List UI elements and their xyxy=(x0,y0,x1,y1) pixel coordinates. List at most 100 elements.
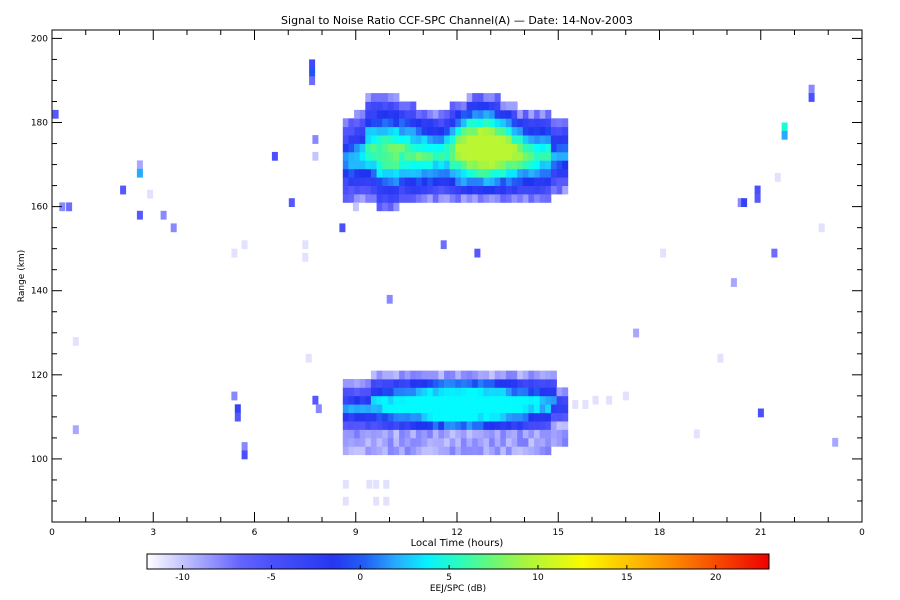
heatmap-cell xyxy=(460,135,467,144)
heatmap-cell xyxy=(511,370,518,380)
heatmap-cell xyxy=(550,143,557,153)
heatmap-cell xyxy=(545,194,552,203)
heatmap-cell xyxy=(489,446,496,456)
heatmap-cell xyxy=(466,379,473,388)
heatmap-cell xyxy=(359,177,366,186)
heatmap-cell xyxy=(505,143,512,153)
heatmap-cell xyxy=(528,151,535,161)
heatmap-cell xyxy=(365,194,372,203)
heatmap-cell xyxy=(382,160,389,170)
heatmap-cell xyxy=(550,395,557,405)
heatmap-cell xyxy=(522,177,529,186)
heatmap-cell xyxy=(376,202,383,212)
heatmap-cell xyxy=(505,177,512,186)
heatmap-cell xyxy=(399,379,406,388)
heatmap-cell xyxy=(505,135,512,144)
heatmap-cell xyxy=(455,109,462,119)
heatmap-cell xyxy=(511,168,518,178)
heatmap-cell xyxy=(539,379,546,388)
heatmap-cell xyxy=(477,151,484,161)
heatmap-cell xyxy=(466,109,473,119)
heatmap-cell xyxy=(534,437,541,447)
heatmap-cell xyxy=(472,185,479,195)
heatmap-cell xyxy=(460,421,467,430)
heatmap-cell xyxy=(562,421,569,430)
heatmap-cell xyxy=(455,151,462,161)
x-tick-label: 6 xyxy=(252,528,258,538)
heatmap-cell xyxy=(455,370,462,380)
heatmap-cell xyxy=(472,395,479,405)
heatmap-cell xyxy=(387,109,394,119)
heatmap-point xyxy=(693,429,700,439)
heatmap-cell xyxy=(460,194,467,203)
heatmap-cell xyxy=(534,135,541,144)
heatmap-cell xyxy=(556,160,563,170)
heatmap-cell xyxy=(466,143,473,153)
heatmap-cell xyxy=(539,421,546,430)
heatmap-cell xyxy=(444,126,451,136)
heatmap-cell xyxy=(354,404,361,414)
heatmap-cell xyxy=(410,109,417,119)
heatmap-point xyxy=(241,442,248,451)
heatmap-cell xyxy=(466,370,473,380)
heatmap-cell xyxy=(404,177,411,186)
heatmap-cell xyxy=(505,160,512,170)
heatmap-cell xyxy=(438,395,445,405)
heatmap-cell xyxy=(534,168,541,178)
heatmap-cell xyxy=(505,379,512,388)
heatmap-cell xyxy=(376,404,383,414)
heatmap-point xyxy=(234,412,241,422)
heatmap-cell xyxy=(393,168,400,178)
heatmap-point xyxy=(309,67,316,77)
heatmap-cell xyxy=(483,421,490,430)
heatmap-cell xyxy=(500,194,507,203)
heatmap-cell xyxy=(438,135,445,144)
heatmap-cell xyxy=(393,194,400,203)
heatmap-cell xyxy=(539,143,546,153)
heatmap-cell xyxy=(550,379,557,388)
heatmap-cell xyxy=(393,185,400,195)
heatmap-cells xyxy=(52,59,839,506)
heatmap-cell xyxy=(494,126,501,136)
heatmap-point xyxy=(386,294,393,304)
heatmap-cell xyxy=(399,412,406,422)
heatmap-cell xyxy=(432,446,439,456)
heatmap-cell xyxy=(483,143,490,153)
heatmap-cell xyxy=(354,446,361,456)
heatmap-cell xyxy=(404,168,411,178)
heatmap-cell xyxy=(348,118,355,128)
heatmap-cell xyxy=(415,387,422,397)
heatmap-cell xyxy=(432,185,439,195)
heatmap-cell xyxy=(505,429,512,439)
heatmap-cell xyxy=(517,185,524,195)
heatmap-cell xyxy=(477,370,484,380)
heatmap-cell xyxy=(393,437,400,447)
heatmap-cell xyxy=(415,118,422,128)
heatmap-cell xyxy=(483,387,490,397)
heatmap-cell xyxy=(460,387,467,397)
heatmap-cell xyxy=(365,404,372,414)
heatmap-cell xyxy=(421,446,428,456)
heatmap-cell xyxy=(528,437,535,447)
heatmap-cell xyxy=(348,429,355,439)
heatmap-cell xyxy=(466,421,473,430)
heatmap-cell xyxy=(539,185,546,195)
heatmap-cell xyxy=(466,93,473,102)
heatmap-cell xyxy=(365,446,372,456)
colorbar-tick-label: 5 xyxy=(446,573,452,583)
heatmap-cell xyxy=(410,379,417,388)
heatmap-cell xyxy=(376,194,383,203)
heatmap-cell xyxy=(387,168,394,178)
heatmap-cell xyxy=(393,404,400,414)
heatmap-cell xyxy=(449,446,456,456)
heatmap-cell xyxy=(494,421,501,430)
heatmap-cell xyxy=(522,143,529,153)
colorbar-ticks: -10 -5 0 5 10 15 20 xyxy=(175,565,722,583)
heatmap-point xyxy=(72,337,79,346)
y-tick-label: 100 xyxy=(31,455,48,465)
heatmap-cell xyxy=(348,379,355,388)
heatmap-cell xyxy=(415,194,422,203)
heatmap-cell xyxy=(455,185,462,195)
heatmap-point xyxy=(373,479,380,489)
heatmap-cell xyxy=(505,421,512,430)
